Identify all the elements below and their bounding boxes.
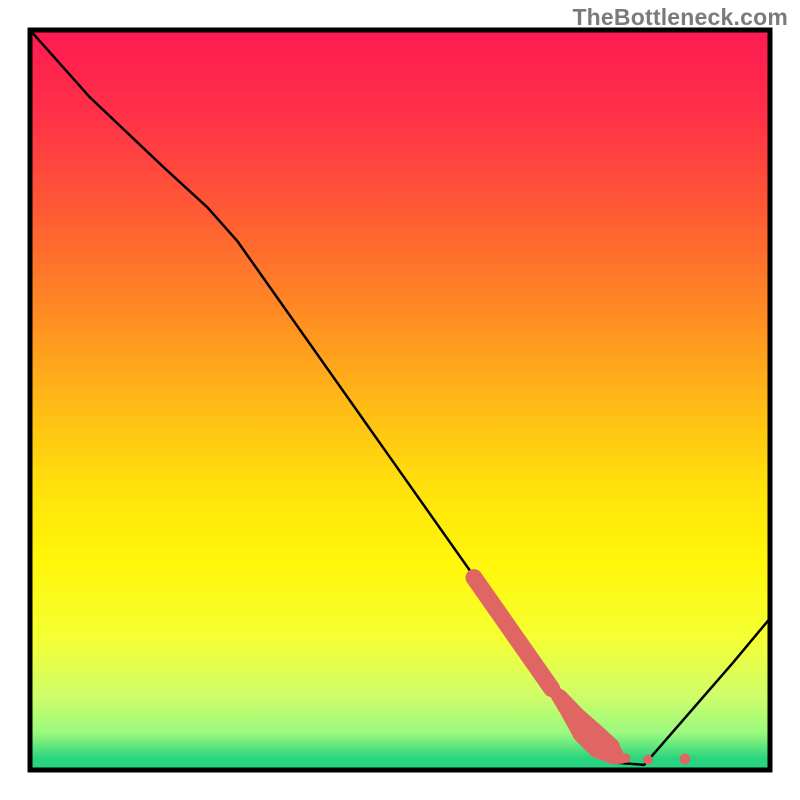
plot-background — [30, 30, 770, 770]
marker-dot-2 — [680, 754, 691, 765]
chart-container: TheBottleneck.com — [0, 0, 800, 800]
marker-dot-1 — [643, 755, 653, 765]
watermark-text: TheBottleneck.com — [572, 4, 788, 31]
marker-dot-0 — [621, 753, 631, 763]
bottleneck-chart — [0, 0, 800, 800]
